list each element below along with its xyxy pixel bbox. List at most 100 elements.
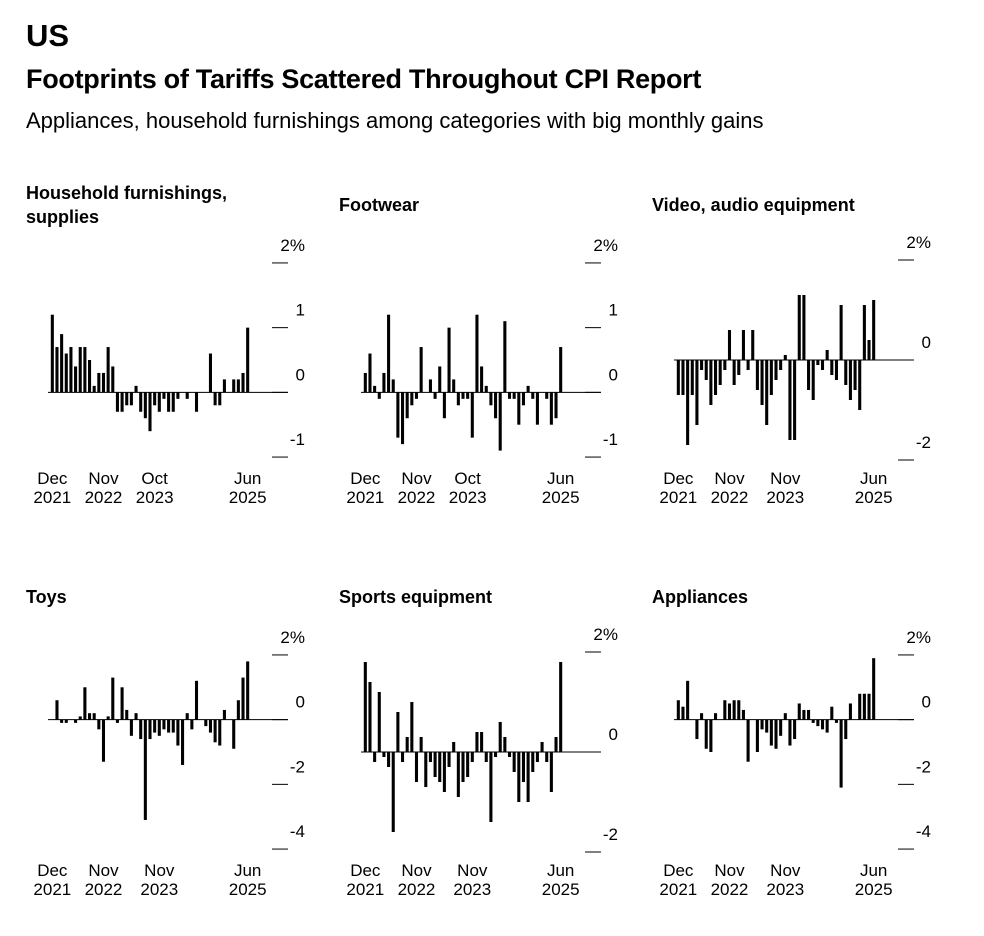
bar	[69, 347, 73, 393]
y-tick-label: 2%	[906, 628, 931, 647]
y-tick-label: -2	[603, 825, 618, 844]
bar	[862, 693, 866, 720]
bar	[185, 392, 189, 399]
bar	[373, 385, 377, 393]
bar	[363, 372, 367, 393]
bar	[741, 330, 745, 360]
bar	[120, 687, 124, 720]
bar	[839, 719, 843, 788]
bar	[447, 327, 451, 393]
bar	[396, 392, 400, 438]
bar	[807, 360, 811, 390]
bar	[531, 752, 535, 772]
bar	[737, 700, 741, 720]
bar	[834, 719, 838, 723]
bar	[797, 703, 801, 720]
bar	[741, 709, 745, 720]
kicker: US	[26, 18, 70, 53]
bar	[433, 392, 437, 399]
bar	[74, 719, 78, 723]
bar	[143, 392, 147, 419]
bar	[125, 709, 129, 720]
bar	[218, 392, 222, 406]
bar	[517, 752, 521, 802]
bar	[101, 372, 106, 393]
bar	[139, 392, 143, 412]
bar	[194, 680, 199, 720]
bar	[489, 392, 493, 406]
bar	[64, 719, 68, 723]
bar	[714, 713, 718, 720]
y-tick-label: 2%	[593, 625, 618, 644]
bar	[162, 392, 166, 399]
bar	[848, 703, 852, 720]
bar	[700, 360, 704, 370]
panel-title-box: Toys	[26, 587, 67, 607]
panel-title: Household furnishings, supplies	[26, 183, 227, 227]
bar	[148, 392, 152, 432]
bar	[872, 300, 876, 360]
bar	[83, 687, 87, 720]
bar	[872, 658, 876, 720]
bar	[709, 719, 713, 752]
bar	[171, 392, 175, 412]
panel: Household furnishings, supplies Dec 2021 No…	[26, 183, 305, 507]
bar	[709, 360, 713, 405]
bar	[788, 360, 792, 440]
bar	[825, 719, 829, 733]
bar	[218, 719, 222, 746]
bar	[204, 719, 208, 727]
bar	[690, 360, 694, 395]
bar	[718, 360, 722, 385]
bar	[751, 330, 755, 360]
bar	[704, 360, 708, 380]
bar	[494, 752, 498, 757]
bar	[774, 719, 778, 749]
bar	[834, 360, 838, 380]
x-tick-label: Nov 2023	[766, 861, 804, 899]
x-tick-label: Oct 2023	[449, 469, 487, 507]
bar	[153, 719, 157, 733]
bar	[549, 752, 553, 792]
bar	[382, 372, 386, 393]
bar	[143, 719, 147, 820]
bar	[848, 360, 852, 400]
bar	[503, 737, 507, 752]
y-tick-label: 0	[296, 693, 305, 712]
bar	[452, 379, 456, 393]
bar	[414, 752, 419, 782]
bar	[793, 360, 797, 440]
bar	[405, 392, 409, 419]
bar	[246, 661, 250, 720]
y-tick-label: -2	[916, 433, 931, 452]
bar	[185, 713, 189, 720]
bar	[512, 752, 516, 772]
title: Footprints of Tariffs Scattered Througho…	[26, 64, 702, 94]
bar	[106, 716, 110, 720]
bar	[176, 719, 180, 746]
bar	[83, 347, 87, 393]
bar	[222, 379, 226, 393]
bar	[120, 392, 124, 412]
y-tick-label: 2%	[280, 628, 305, 647]
bar	[820, 719, 825, 730]
bar	[106, 347, 110, 393]
bar	[60, 334, 64, 393]
bar	[484, 752, 488, 762]
bar	[148, 719, 152, 740]
bar	[811, 360, 815, 400]
bar	[554, 392, 558, 419]
y-tick-label: 0	[922, 693, 931, 712]
bar	[452, 742, 456, 752]
bar	[466, 752, 470, 777]
bar	[139, 719, 143, 740]
bar	[55, 700, 59, 720]
x-tick-label: Dec 2021	[346, 861, 384, 899]
bar	[232, 379, 236, 393]
bar	[811, 719, 815, 723]
panel-title-box: Household furnishings, supplies	[26, 183, 227, 227]
bar	[480, 732, 484, 752]
bar	[545, 392, 549, 399]
bar	[535, 752, 539, 762]
